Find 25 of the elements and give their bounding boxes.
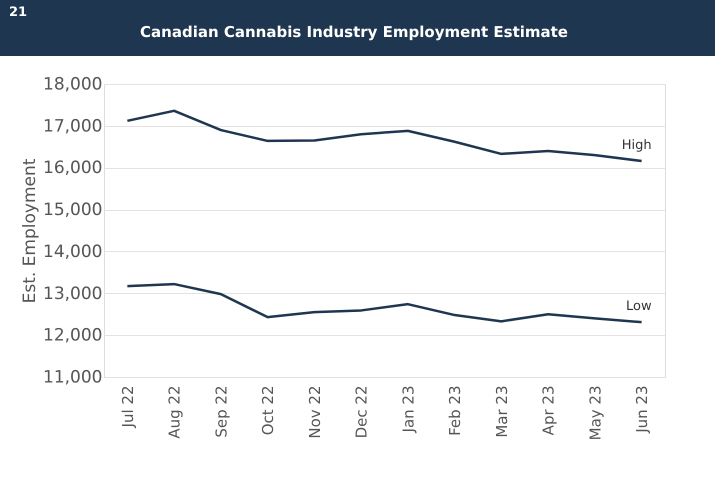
x-tick-label: Jul 22	[118, 386, 137, 428]
y-tick-label: 16,000	[43, 158, 102, 178]
chart-title: Canadian Cannabis Industry Employment Estimate	[140, 23, 568, 41]
x-tick-label: Oct 22	[259, 386, 278, 436]
y-tick-label: 13,000	[43, 284, 102, 304]
x-tick-label: May 23	[586, 386, 604, 440]
x-tick-label: Jun 23	[633, 386, 652, 434]
x-tick-label: Aug 22	[166, 386, 184, 439]
y-tick-label: 15,000	[43, 200, 102, 220]
y-tick-label: 11,000	[43, 368, 102, 388]
x-tick-label: Feb 23	[446, 386, 464, 436]
y-tick-label: 12,000	[43, 326, 102, 346]
y-tick-label: 17,000	[43, 116, 102, 136]
x-tick-label: Apr 23	[540, 386, 558, 436]
series-label: Low	[626, 299, 652, 314]
series-label: High	[622, 138, 652, 154]
text: 21	[9, 5, 28, 20]
x-tick-label: Nov 22	[306, 386, 324, 439]
x-tick-label: Dec 22	[352, 386, 371, 438]
y-tick-label: 18,000	[43, 74, 102, 94]
y-tick-label: 14,000	[43, 242, 102, 262]
y-axis-title: Est. Employment	[20, 158, 40, 304]
x-tick-label: Mar 23	[492, 386, 511, 438]
x-tick-label: Jan 23	[399, 386, 418, 434]
x-tick-label: Sep 22	[212, 386, 230, 438]
